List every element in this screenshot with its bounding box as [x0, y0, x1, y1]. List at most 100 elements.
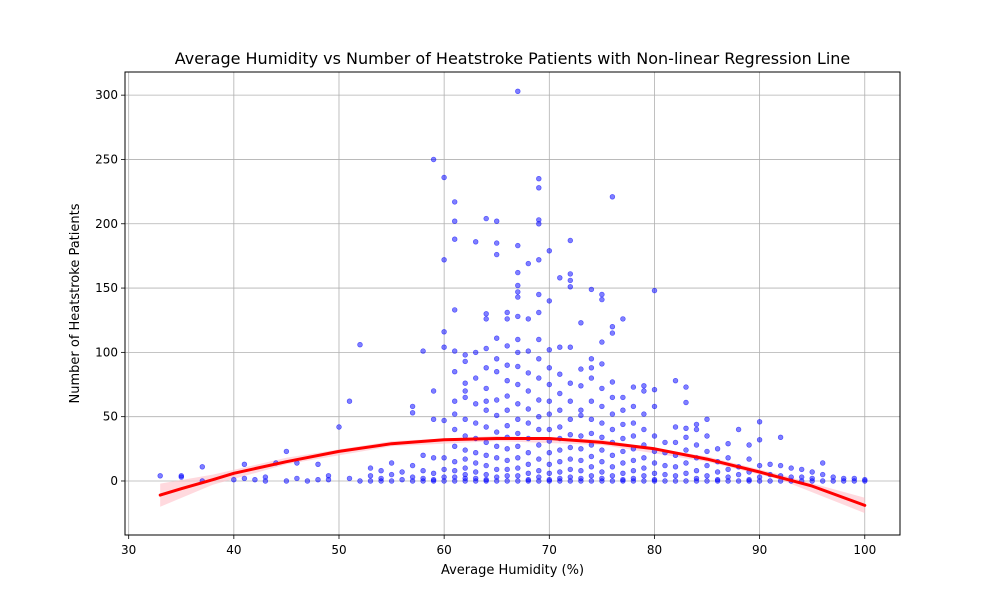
data-point	[546, 398, 552, 404]
data-point	[504, 423, 510, 429]
x-tick-label: 80	[647, 543, 662, 557]
data-point	[578, 457, 584, 464]
data-point	[672, 378, 679, 384]
data-point	[462, 447, 468, 453]
data-point	[483, 365, 489, 371]
data-point	[452, 478, 458, 484]
data-point	[599, 434, 605, 440]
data-point	[735, 478, 742, 484]
data-point	[483, 407, 489, 413]
data-point	[346, 475, 353, 482]
data-point	[325, 477, 332, 483]
data-point	[588, 473, 595, 479]
data-point	[494, 478, 500, 484]
data-point	[777, 462, 784, 469]
data-point	[525, 450, 531, 456]
data-point	[430, 470, 437, 476]
data-point	[693, 421, 700, 428]
data-point	[452, 348, 458, 354]
data-point	[756, 419, 763, 425]
data-point	[504, 466, 510, 473]
data-point	[630, 420, 637, 426]
data-point	[588, 356, 595, 362]
data-point	[504, 316, 510, 322]
data-point	[840, 478, 847, 484]
data-point	[809, 478, 815, 484]
data-point	[515, 478, 521, 484]
data-point	[452, 468, 458, 474]
data-point	[525, 478, 531, 484]
data-point	[494, 356, 500, 362]
data-point	[525, 316, 531, 322]
data-point	[641, 383, 647, 389]
data-point	[567, 456, 573, 462]
data-point	[546, 470, 552, 476]
data-point	[609, 330, 616, 336]
data-point	[851, 478, 857, 484]
data-point	[462, 352, 468, 358]
data-point	[630, 403, 637, 410]
data-point	[473, 375, 479, 381]
data-point	[609, 473, 616, 479]
data-point	[588, 430, 595, 437]
data-point	[515, 381, 521, 388]
data-point	[536, 309, 542, 316]
data-point	[599, 459, 605, 465]
data-point	[714, 478, 721, 484]
data-point	[641, 455, 647, 461]
data-point	[578, 407, 584, 413]
data-point	[620, 448, 626, 455]
data-point	[515, 443, 521, 449]
data-point	[473, 450, 479, 456]
data-point	[441, 478, 447, 484]
axis-ticks: 30 40 50 60 70 80 90 100 0 50 100 150 200 250 300	[95, 88, 876, 557]
data-point	[536, 221, 542, 227]
data-point	[473, 401, 479, 407]
data-point	[599, 478, 605, 484]
x-tick-label: 90	[752, 543, 767, 557]
data-point	[704, 473, 710, 479]
y-tick-label: 300	[95, 88, 118, 102]
data-point	[546, 450, 552, 456]
data-point	[515, 294, 521, 300]
data-point	[515, 430, 521, 437]
data-point	[388, 478, 395, 484]
data-point	[630, 457, 637, 464]
data-point	[672, 478, 679, 484]
data-point	[672, 439, 679, 446]
data-point	[578, 383, 584, 389]
data-point	[515, 416, 521, 422]
x-tick-label: 60	[437, 543, 452, 557]
data-point	[683, 434, 689, 440]
data-point	[483, 424, 489, 430]
data-point	[515, 289, 521, 295]
data-point	[683, 399, 689, 406]
data-point	[683, 478, 689, 484]
data-point	[588, 478, 595, 484]
data-point	[252, 477, 258, 483]
data-point	[525, 348, 531, 354]
data-point	[441, 329, 447, 335]
data-point	[525, 420, 531, 426]
data-point	[504, 473, 510, 479]
data-point	[725, 455, 731, 461]
data-point	[546, 248, 552, 254]
data-point	[462, 416, 468, 422]
data-point	[473, 460, 479, 466]
data-point	[178, 474, 185, 480]
data-point	[430, 416, 437, 422]
data-point	[756, 437, 763, 443]
data-point	[683, 447, 689, 453]
data-point	[430, 156, 437, 163]
data-point	[599, 447, 605, 453]
data-point	[704, 416, 710, 422]
data-point	[714, 446, 721, 452]
data-point	[567, 398, 573, 404]
data-point	[693, 468, 700, 474]
data-point	[651, 287, 658, 294]
data-point	[641, 473, 647, 479]
data-point	[725, 441, 731, 447]
data-point	[683, 425, 689, 431]
data-point	[599, 420, 605, 426]
grid-lines	[125, 72, 900, 535]
